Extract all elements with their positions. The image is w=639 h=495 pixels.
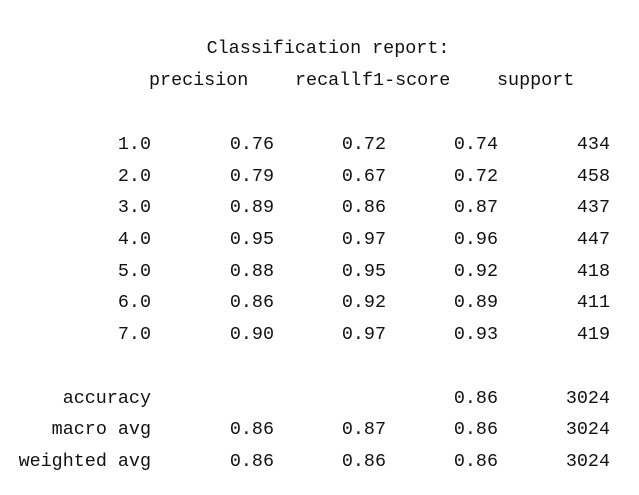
recall-value: 0.67 xyxy=(341,166,386,187)
header-recall: recall xyxy=(295,70,362,91)
report-title: Classification report: xyxy=(206,38,450,59)
f1-score-value: 0.96 xyxy=(453,229,498,250)
support-value: 434 xyxy=(576,134,610,155)
f1-score-value: 0.92 xyxy=(453,261,498,282)
recall-value: 0.92 xyxy=(341,292,386,313)
precision-value: 0.79 xyxy=(229,166,274,187)
class-label: 1.0 xyxy=(117,134,151,155)
table-row: 7.0 0.90 0.97 0.93 419 xyxy=(0,324,639,348)
class-label: 2.0 xyxy=(117,166,151,187)
accuracy-label: accuracy xyxy=(62,388,151,409)
support-value: 419 xyxy=(576,324,610,345)
recall-value: 0.97 xyxy=(341,229,386,250)
header-precision: precision xyxy=(149,70,249,91)
support-value: 418 xyxy=(576,261,610,282)
table-row: 4.0 0.95 0.97 0.96 447 xyxy=(0,229,639,253)
header-support: support xyxy=(497,70,575,91)
precision-value: 0.89 xyxy=(229,197,274,218)
recall-value: 0.95 xyxy=(341,261,386,282)
weighted-avg-row: weighted avg 0.86 0.86 0.86 3024 xyxy=(0,451,639,475)
accuracy-row: accuracy 0.86 3024 xyxy=(0,388,639,412)
f1-score-value: 0.72 xyxy=(453,166,498,187)
support-value: 437 xyxy=(576,197,610,218)
recall-value: 0.86 xyxy=(341,197,386,218)
precision-value: 0.76 xyxy=(229,134,274,155)
accuracy-f1-score-value: 0.86 xyxy=(453,388,498,409)
class-label: 4.0 xyxy=(117,229,151,250)
macro-avg-row: macro avg 0.86 0.87 0.86 3024 xyxy=(0,419,639,443)
recall-value: 0.97 xyxy=(341,324,386,345)
f1-score-value: 0.87 xyxy=(453,197,498,218)
f1-score-value: 0.74 xyxy=(453,134,498,155)
class-label: 5.0 xyxy=(117,261,151,282)
support-value: 411 xyxy=(576,292,610,313)
weighted-avg-label: weighted avg xyxy=(18,451,151,472)
macro-avg-label: macro avg xyxy=(51,419,151,440)
class-label: 7.0 xyxy=(117,324,151,345)
table-row: 2.0 0.79 0.67 0.72 458 xyxy=(0,166,639,190)
precision-value: 0.86 xyxy=(229,292,274,313)
table-row: 5.0 0.88 0.95 0.92 418 xyxy=(0,261,639,285)
table-row: 6.0 0.86 0.92 0.89 411 xyxy=(0,292,639,316)
class-label: 6.0 xyxy=(117,292,151,313)
recall-value: 0.72 xyxy=(341,134,386,155)
header-f1-score: f1-score xyxy=(362,70,451,91)
f1-score-value: 0.89 xyxy=(453,292,498,313)
accuracy-support-value: 3024 xyxy=(565,388,610,409)
precision-value: 0.90 xyxy=(229,324,274,345)
weighted-avg-precision-value: 0.86 xyxy=(229,451,274,472)
table-row: 1.0 0.76 0.72 0.74 434 xyxy=(0,134,639,158)
f1-score-value: 0.93 xyxy=(453,324,498,345)
macro-avg-precision-value: 0.86 xyxy=(229,419,274,440)
precision-value: 0.95 xyxy=(229,229,274,250)
weighted-avg-support-value: 3024 xyxy=(565,451,610,472)
macro-avg-support-value: 3024 xyxy=(565,419,610,440)
precision-value: 0.88 xyxy=(229,261,274,282)
weighted-avg-f1-score-value: 0.86 xyxy=(453,451,498,472)
support-value: 458 xyxy=(576,166,610,187)
weighted-avg-recall-value: 0.86 xyxy=(341,451,386,472)
support-value: 447 xyxy=(576,229,610,250)
macro-avg-f1-score-value: 0.86 xyxy=(453,419,498,440)
macro-avg-recall-value: 0.87 xyxy=(341,419,386,440)
class-label: 3.0 xyxy=(117,197,151,218)
table-row: 3.0 0.89 0.86 0.87 437 xyxy=(0,197,639,221)
